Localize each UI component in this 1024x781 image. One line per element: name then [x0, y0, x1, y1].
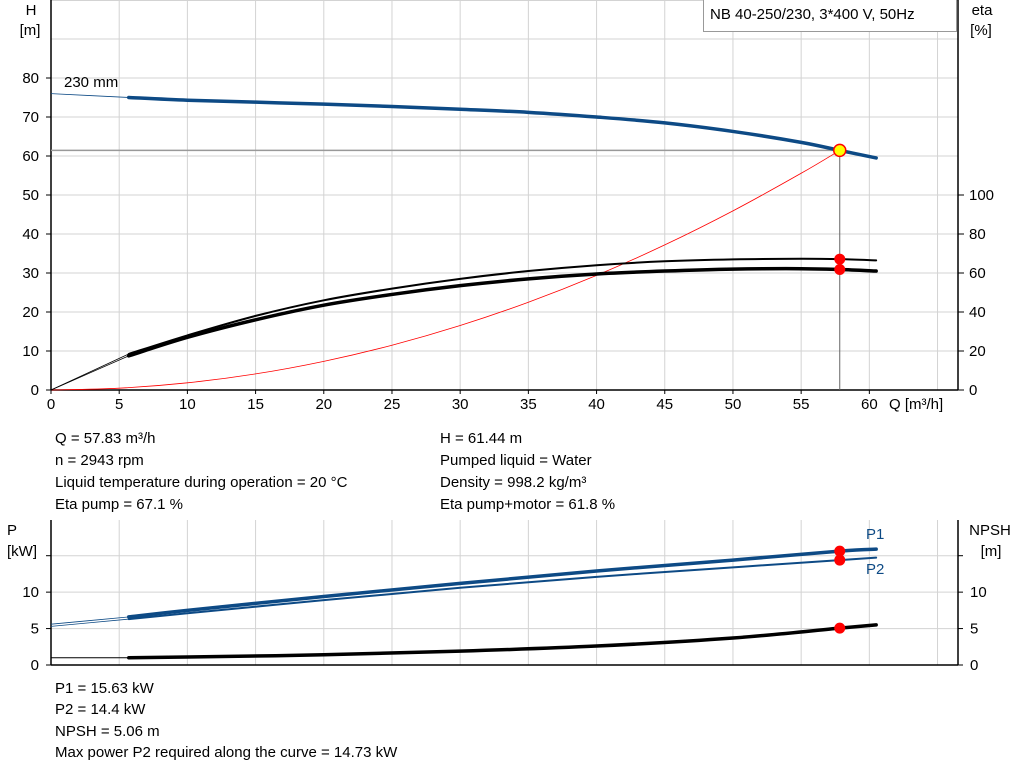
x-tick-label: 35 — [520, 396, 537, 413]
y-axis-unit-right: [%] — [970, 22, 992, 39]
p1-curve-extension — [50, 616, 129, 625]
npsh-marker — [834, 622, 846, 634]
info-eta-pump: Eta pump = 67.1 % — [55, 496, 183, 513]
head-curve — [126, 95, 878, 160]
p1-marker — [834, 545, 846, 557]
y-tick-label-left: 60 — [22, 148, 39, 165]
x-tick-label: 15 — [247, 396, 264, 413]
info-npsh: NPSH = 5.06 m — [55, 723, 160, 740]
duty-point-marker — [832, 143, 847, 158]
system-curve — [50, 150, 840, 391]
x-tick-label: 55 — [793, 396, 810, 413]
y-tick-label-left: 50 — [22, 187, 39, 204]
y-tick-label-left: 10 — [22, 343, 39, 360]
y-tick-label-left: 40 — [22, 226, 39, 243]
p-axis-unit: [kW] — [7, 543, 37, 560]
y-tick-label-right: 20 — [969, 343, 986, 360]
y-tick-label-right: 60 — [969, 265, 986, 282]
eta-pump-motor-marker — [834, 263, 846, 275]
p-tick-label: 10 — [22, 584, 39, 601]
eta-pump-motor-curve-extension — [50, 355, 129, 391]
head-curve-extension — [50, 93, 129, 98]
info-max-p2: Max power P2 required along the curve = … — [55, 744, 398, 761]
x-tick-label: 30 — [452, 396, 469, 413]
x-tick-label: 10 — [179, 396, 196, 413]
x-axis-label: Q [m³/h] — [889, 396, 943, 413]
x-tick-label: 50 — [725, 396, 742, 413]
eta-pump-motor-curve — [126, 266, 878, 358]
p2-label: P2 — [866, 561, 884, 578]
y-tick-label-left: 30 — [22, 265, 39, 282]
info-temperature: Liquid temperature during operation = 20… — [55, 474, 348, 491]
p-axis-label: P — [7, 522, 17, 539]
x-tick-label: 60 — [861, 396, 878, 413]
y-tick-label-right: 0 — [969, 382, 977, 399]
y-tick-label-right: 40 — [969, 304, 986, 321]
y-tick-label-right: 80 — [969, 226, 986, 243]
npsh-tick-label: 10 — [970, 584, 987, 601]
p-tick-label: 0 — [31, 657, 39, 674]
y-tick-label-left: 0 — [31, 382, 39, 399]
info-speed: n = 2943 rpm — [55, 452, 144, 469]
x-tick-label: 40 — [588, 396, 605, 413]
npsh-axis-unit: [m] — [981, 543, 1002, 560]
p-tick-label: 5 — [31, 621, 39, 638]
info-liquid: Pumped liquid = Water — [440, 452, 592, 469]
info-p2: P2 = 14.4 kW — [55, 701, 146, 718]
npsh-curve — [126, 623, 878, 660]
eta-pump-marker — [834, 253, 846, 265]
npsh-axis-label: NPSH — [969, 522, 1011, 539]
y-axis-label-left: H — [26, 2, 37, 19]
info-p1: P1 = 15.63 kW — [55, 680, 154, 697]
chart-title: NB 40-250/230, 3*400 V, 50Hz — [703, 0, 957, 32]
y-tick-label-left: 80 — [22, 70, 39, 87]
p1-label: P1 — [866, 526, 884, 543]
x-tick-label: 20 — [315, 396, 332, 413]
y-tick-label-left: 20 — [22, 304, 39, 321]
info-q: Q = 57.83 m³/h — [55, 430, 156, 447]
info-h: H = 61.44 m — [440, 430, 523, 447]
p2-curve — [127, 556, 878, 621]
y-tick-label-left: 70 — [22, 109, 39, 126]
p2-marker — [834, 554, 846, 566]
p1-curve — [126, 547, 878, 619]
impeller-diameter-label: 230 mm — [64, 74, 118, 91]
x-tick-label: 5 — [115, 396, 123, 413]
p2-curve-extension — [50, 618, 129, 627]
y-axis-label-right: eta — [972, 2, 994, 19]
y-axis-unit-left: [m] — [20, 22, 41, 39]
x-tick-label: 25 — [384, 396, 401, 413]
info-density: Density = 998.2 kg/m³ — [440, 474, 587, 491]
info-eta-pump-motor: Eta pump+motor = 61.8 % — [440, 496, 616, 513]
eta-pump-curve — [127, 257, 878, 355]
npsh-tick-label: 5 — [970, 621, 978, 638]
npsh-tick-label: 0 — [970, 657, 978, 674]
y-tick-label-right: 100 — [969, 187, 994, 204]
x-tick-label: 45 — [656, 396, 673, 413]
x-tick-label: 0 — [47, 396, 55, 413]
